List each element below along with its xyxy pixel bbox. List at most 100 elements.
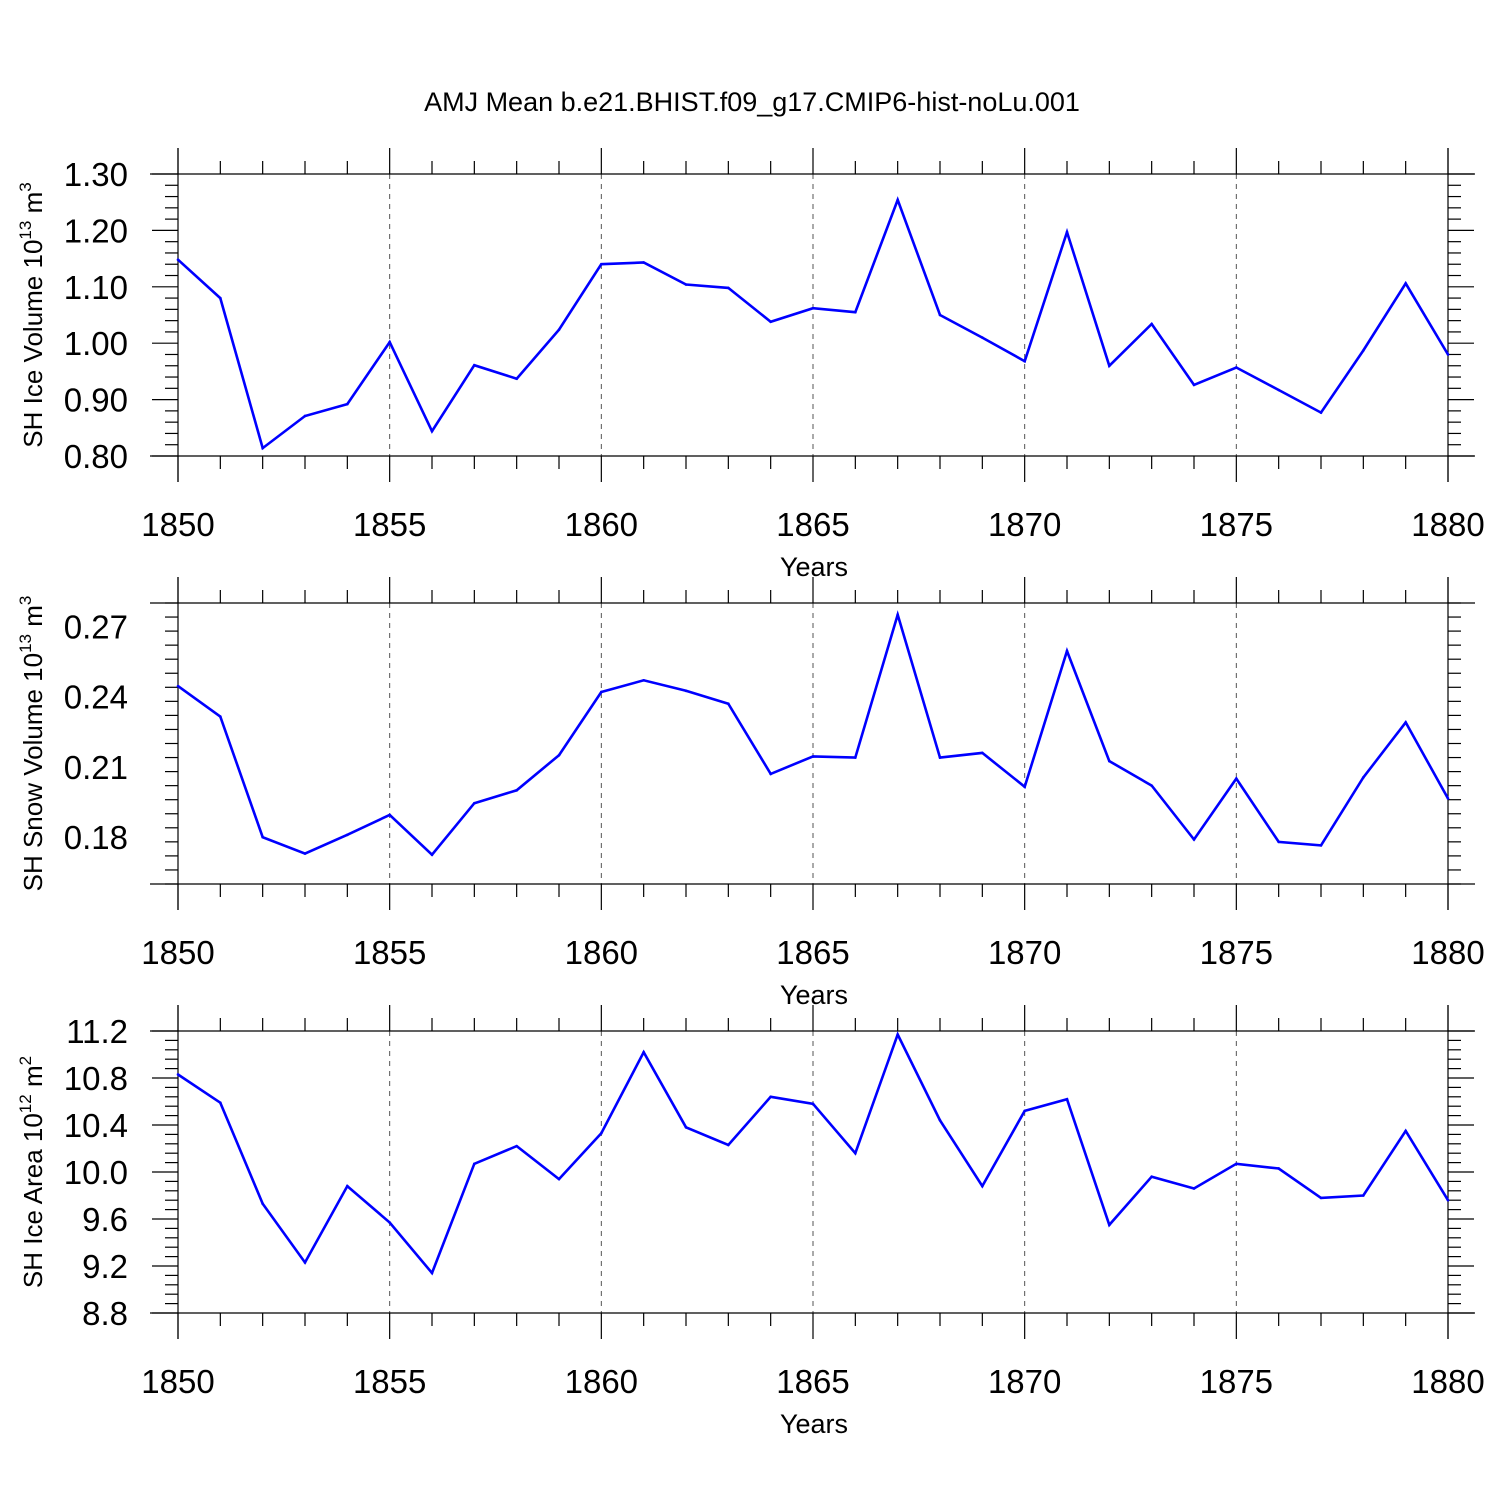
figure-title: AMJ Mean b.e21.BHIST.f09_g17.CMIP6-hist-…: [424, 87, 1080, 117]
data-point: [896, 1033, 899, 1036]
y-tick-label: 0.21: [64, 749, 128, 786]
data-point: [981, 751, 984, 755]
x-tick-label: 1855: [353, 1363, 426, 1400]
data-point: [1150, 322, 1153, 326]
x-tick-label: 1875: [1200, 506, 1273, 543]
data-point: [854, 1151, 857, 1155]
data-point: [811, 306, 815, 310]
y-tick-label: 0.27: [64, 608, 128, 645]
x-tick-label: 1875: [1200, 1363, 1273, 1400]
x-tick-label: 1865: [776, 934, 849, 971]
data-point: [1023, 1109, 1026, 1113]
data-point: [515, 1144, 518, 1148]
data-point: [430, 853, 434, 857]
y-axis-title-exponent: 13: [16, 221, 35, 240]
data-point: [473, 801, 476, 805]
data-point: [938, 313, 942, 317]
data-point: [388, 813, 391, 817]
data-point: [515, 789, 518, 792]
data-point: [684, 1126, 688, 1129]
data-point: [1108, 1223, 1111, 1227]
y-axis-title-unit: m: [18, 605, 48, 634]
data-point: [1192, 383, 1196, 387]
data-point: [811, 755, 815, 758]
data-point: [303, 852, 307, 855]
data-point: [176, 1073, 180, 1076]
data-point: [1108, 364, 1111, 368]
data-point: [261, 1202, 264, 1206]
data-point: [219, 715, 222, 718]
data-point: [1023, 359, 1026, 363]
data-point: [1235, 366, 1238, 369]
data-point: [1446, 797, 1450, 800]
y-tick-label: 1.20: [64, 212, 128, 249]
y-tick-label: 8.8: [82, 1295, 128, 1332]
y-axis-title-unit: m: [18, 192, 48, 221]
data-point: [346, 833, 349, 837]
y-tick-label: 9.6: [82, 1201, 128, 1238]
y-tick-label: 0.80: [64, 438, 128, 475]
panel-2: 0.18 0.21 0.24 0.27 1850 1855 1860 1865 1870 1875…: [16, 577, 1485, 1010]
data-point: [600, 690, 603, 694]
data-point: [642, 678, 645, 682]
y-axis-title-unit-exponent: 3: [16, 596, 35, 605]
data-point: [388, 340, 391, 344]
y-axis-title: SH Snow Volume 1013 m3: [16, 596, 48, 892]
y-tick-label: 0.90: [64, 382, 128, 419]
y-axis-title-text: SH Ice Area 10: [18, 1113, 48, 1288]
y-axis-title-exponent: 12: [16, 1094, 35, 1113]
data-point: [600, 1131, 603, 1135]
data-point: [346, 1184, 349, 1188]
y-tick-label: 1.00: [64, 325, 128, 362]
data-point: [430, 1271, 434, 1275]
y-tick-label: 1.30: [64, 156, 128, 193]
data-point: [769, 772, 772, 776]
data-point: [727, 1143, 730, 1147]
data-point: [684, 283, 688, 286]
data-point: [1192, 1187, 1196, 1190]
data-point: [642, 261, 645, 264]
y-axis-title-text: SH Snow Volume 10: [18, 653, 48, 891]
data-point: [1404, 282, 1407, 285]
x-tick-label: 1860: [565, 934, 638, 971]
data-point: [1319, 1196, 1323, 1200]
data-point: [388, 1221, 391, 1224]
data-point: [1277, 840, 1280, 844]
data-point: [938, 756, 942, 759]
y-axis-title-exponent: 13: [16, 634, 35, 653]
data-point: [854, 756, 857, 759]
data-point: [473, 1162, 476, 1166]
x-tick-label: 1850: [141, 934, 214, 971]
data-point: [557, 753, 561, 757]
x-tick-label: 1870: [988, 934, 1061, 971]
panel-1: 0.80 0.90 1.00 1.10 1.20 1.30 1850 1855 1860 1865…: [16, 148, 1485, 582]
y-axis-title-text: SH Ice Volume 10: [18, 240, 48, 448]
data-point: [515, 377, 518, 381]
data-point: [1150, 1175, 1153, 1178]
x-tick-label: 1860: [565, 1363, 638, 1400]
data-point: [1277, 388, 1280, 392]
x-tick-label: 1870: [988, 1363, 1061, 1400]
data-point: [938, 1119, 942, 1122]
data-point: [1277, 1167, 1280, 1170]
data-point: [1319, 844, 1323, 847]
y-tick-label: 0.18: [64, 819, 128, 856]
x-tick-label: 1855: [353, 934, 426, 971]
panels: 0.80 0.90 1.00 1.10 1.20 1.30 1850 1855 1860 1865…: [16, 148, 1485, 1439]
data-point: [219, 296, 222, 300]
data-point: [1404, 721, 1407, 724]
data-point: [176, 258, 180, 262]
data-point: [303, 1261, 307, 1264]
data-point: [896, 198, 899, 202]
panel-3: 8.8 9.2 9.6 10.0 10.4 10.8 11.2 1850 1855 1860 186…: [16, 1005, 1485, 1439]
x-tick-label: 1865: [776, 506, 849, 543]
data-point: [557, 328, 561, 331]
data-point: [303, 414, 307, 418]
y-axis-title-unit-exponent: 2: [16, 1056, 35, 1065]
x-tick-label: 1865: [776, 1363, 849, 1400]
data-point: [811, 1102, 815, 1106]
data-point: [346, 402, 349, 406]
data-point: [1192, 838, 1196, 841]
x-axis-title: Years: [780, 980, 848, 1010]
